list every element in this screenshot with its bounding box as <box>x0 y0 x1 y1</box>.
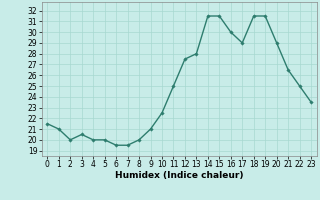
X-axis label: Humidex (Indice chaleur): Humidex (Indice chaleur) <box>115 171 244 180</box>
